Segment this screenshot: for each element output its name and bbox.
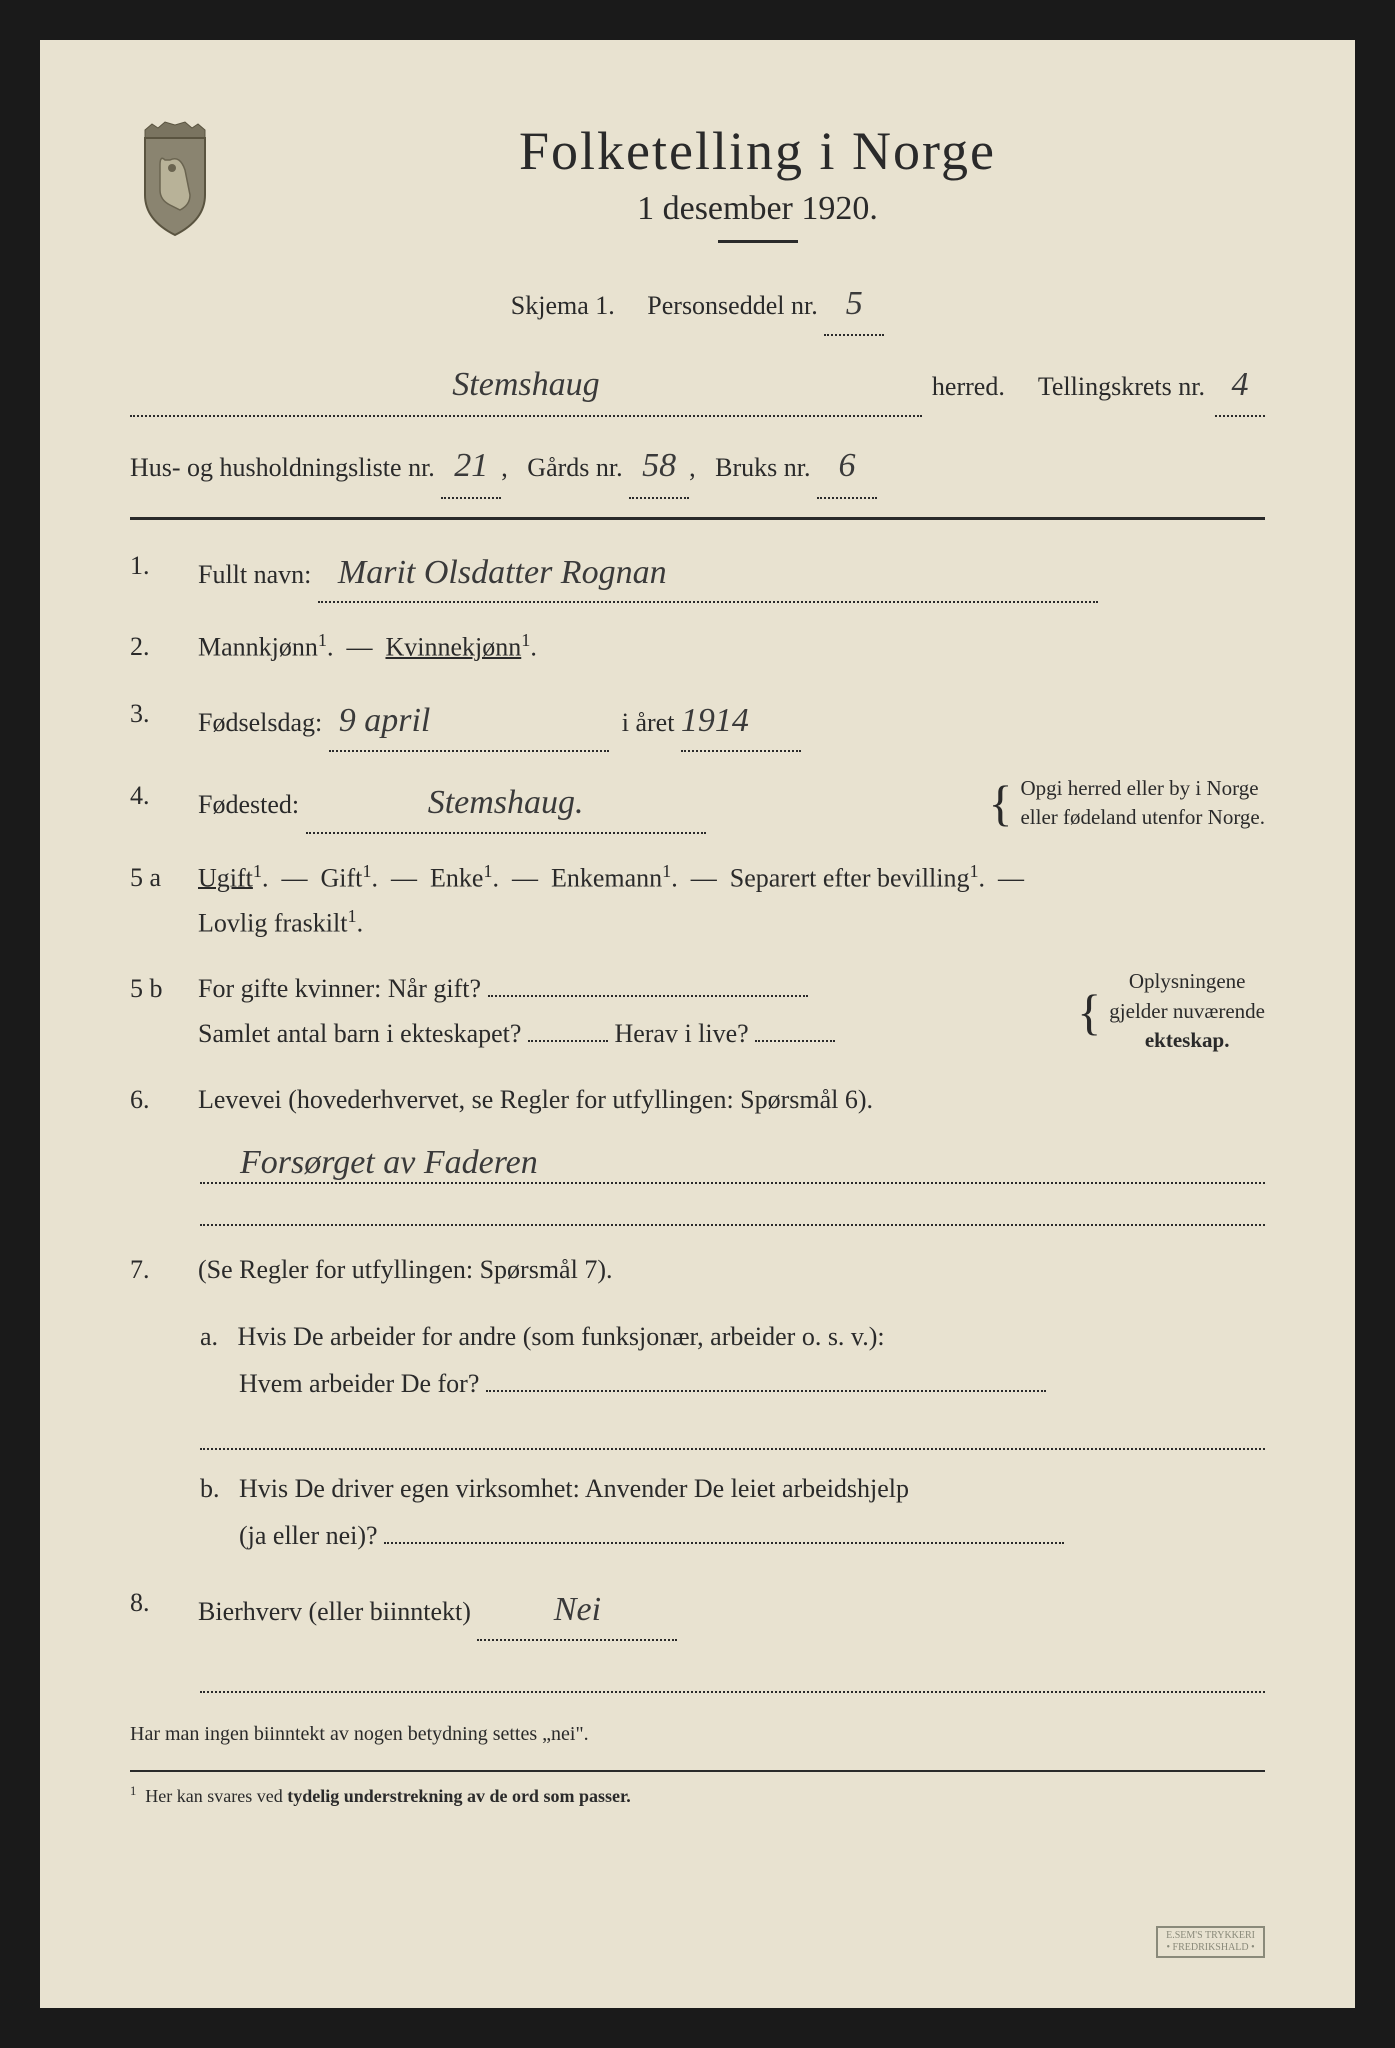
gards-label: Gårds nr. [527,453,622,482]
footnote-text: Her kan svares ved tydelig understreknin… [145,1786,631,1806]
q4-num: 4. [130,774,180,834]
q3-num: 3. [130,692,180,752]
husliste-label: Hus- og husholdningsliste nr. [130,453,435,482]
q5b-num: 5 b [130,967,180,1055]
q5a-opt-1: Gift [320,863,362,892]
q7a-label: a. [200,1322,218,1351]
census-form-page: Folketelling i Norge 1 desember 1920. Sk… [40,40,1355,2008]
q7-num: 7. [130,1248,180,1292]
q5b: 5 b For gifte kvinner: Når gift? Samlet … [130,967,1265,1055]
q5b-note-2: gjelder nuværende [1109,999,1265,1023]
q2-female: Kvinnekjønn [385,633,521,662]
printer-stamp: E.SEM'S TRYKKERI • FREDRIKSHALD • [1156,1926,1265,1958]
q2-male: Mannkjønn [198,633,318,662]
q1-label: Fullt navn: [198,560,311,589]
q5b-label1: For gifte kvinner: Når gift? [198,974,481,1003]
q4-note-1: Opgi herred eller by i Norge [1020,776,1258,800]
q4-label: Fødested: [198,790,299,819]
gards-nr: 58 [629,435,689,498]
q3-day: 9 april [329,692,609,752]
q2-num: 2. [130,625,180,670]
q4-note-2: eller fødeland utenfor Norge. [1020,805,1265,829]
q7a-blank-line [200,1420,1265,1450]
q6-blank-line [200,1196,1265,1226]
header: Folketelling i Norge 1 desember 1920. [130,120,1265,243]
footnote: 1 Her kan svares ved tydelig understrekn… [130,1784,1265,1807]
q4-note: { Opgi herred eller by i Norge eller fød… [988,774,1265,833]
q7b: b. Hvis De driver egen virksomhet: Anven… [200,1466,1265,1560]
stamp-line2: • FREDRIKSHALD • [1167,1942,1255,1953]
q8-value: Nei [477,1581,677,1641]
q1: 1. Fullt navn: Marit Olsdatter Rognan [130,544,1265,604]
title-block: Folketelling i Norge 1 desember 1920. [250,120,1265,243]
q1-num: 1. [130,544,180,604]
q3-year-label: i året [622,708,675,737]
q5b-label2: Samlet antal barn i ekteskapet? [198,1019,521,1048]
footnote-rule [130,1770,1265,1772]
q6-num: 6. [130,1078,180,1122]
q5a: 5 a Ugift1. — Gift1. — Enke1. — Enkemann… [130,856,1265,946]
q3-year: 1914 [681,692,801,752]
q5a-num: 5 a [130,856,180,946]
q5b-label3: Herav i live? [614,1019,748,1048]
q5a-opt-3: Enkemann [551,863,662,892]
q6-value: Forsørget av Faderen [200,1144,1265,1184]
schema-line: Skjema 1. Personseddel nr. 5 [130,273,1265,336]
q5a-opt-0: Ugift [198,863,253,892]
herred-line: Stemshaug herred. Tellingskrets nr. 4 [130,354,1265,417]
q2: 2. Mannkjønn1. — Kvinnekjønn1. [130,625,1265,670]
q7a: a. Hvis De arbeider for andre (som funks… [200,1314,1265,1408]
q5a-opt-2: Enke [430,863,483,892]
bottom-note: Har man ingen biinntekt av nogen betydni… [130,1723,1265,1746]
bruks-label: Bruks nr. [715,453,810,482]
q8-num: 8. [130,1581,180,1641]
q4-value: Stemshaug. [306,774,706,834]
q3-label: Fødselsdag: [198,708,322,737]
divider-rule [130,517,1265,520]
subtitle: 1 desember 1920. [250,190,1265,228]
main-title: Folketelling i Norge [250,120,1265,182]
herred-name: Stemshaug [130,354,922,417]
q4: 4. Fødested: Stemshaug. { Opgi herred el… [130,774,1265,834]
q5b-note-3: ekteskap. [1145,1028,1230,1052]
q7-label: (Se Regler for utfyllingen: Spørsmål 7). [198,1255,612,1284]
q7b-text2: (ja eller nei)? [239,1521,378,1550]
tellingskrets-label: Tellingskrets nr. [1038,364,1205,411]
q7b-text1: Hvis De driver egen virksomhet: Anvender… [239,1474,909,1503]
q7a-text1: Hvis De arbeider for andre (som funksjon… [238,1322,885,1351]
tellingskrets-nr: 4 [1215,354,1265,417]
q5b-note: { Oplysningene gjelder nuværende ekteska… [1077,967,1265,1055]
footnote-marker: 1 [130,1784,136,1798]
q5a-opt-5: Lovlig fraskilt [198,908,347,937]
list-numbers-line: Hus- og husholdningsliste nr. 21, Gårds … [130,435,1265,498]
q5b-note-1: Oplysningene [1129,969,1246,993]
title-rule [718,240,798,243]
bruks-nr: 6 [817,435,877,498]
q6: 6. Levevei (hovederhvervet, se Regler fo… [130,1078,1265,1122]
q7b-label: b. [200,1474,220,1503]
q1-value: Marit Olsdatter Rognan [318,544,1098,604]
q5a-opt-4: Separert efter bevilling [730,863,970,892]
schema-label: Skjema 1. [511,291,615,320]
q6-label: Levevei (hovederhvervet, se Regler for u… [198,1085,873,1114]
q7: 7. (Se Regler for utfyllingen: Spørsmål … [130,1248,1265,1292]
husliste-nr: 21 [441,435,501,498]
coat-of-arms-icon [130,120,220,240]
personseddel-label: Personseddel nr. [647,291,817,320]
q8: 8. Bierhverv (eller biinntekt) Nei [130,1581,1265,1641]
q3: 3. Fødselsdag: 9 april i året 1914 [130,692,1265,752]
q8-blank-line [200,1663,1265,1693]
stamp-line1: E.SEM'S TRYKKERI [1166,1930,1255,1941]
personseddel-nr: 5 [824,273,884,336]
herred-label: herred. [932,364,1005,411]
q8-label: Bierhverv (eller biinntekt) [198,1597,471,1626]
q7a-text2: Hvem arbeider De for? [239,1369,479,1398]
